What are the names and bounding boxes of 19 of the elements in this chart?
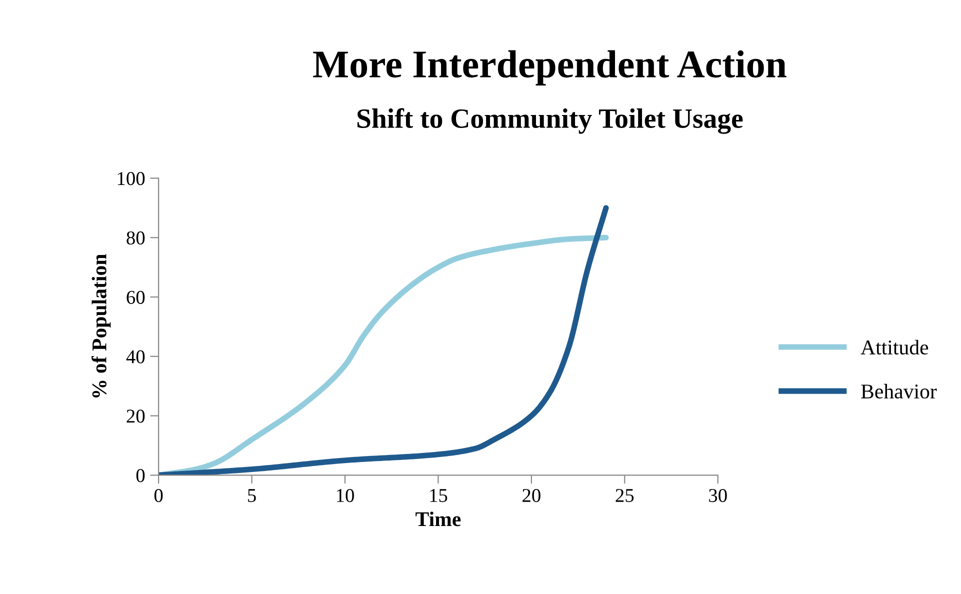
y-tick-label: 0 bbox=[136, 469, 145, 482]
x-tick-label: 20 bbox=[522, 488, 540, 502]
y-axis-title: % of Population bbox=[92, 254, 111, 398]
legend-label: Behavior bbox=[861, 384, 937, 399]
x-tick-label: 0 bbox=[154, 488, 163, 502]
chart-title: More Interdependent Action bbox=[313, 50, 786, 86]
y-tick-label: 100 bbox=[118, 172, 145, 186]
y-tick-label: 60 bbox=[126, 290, 145, 304]
y-tick-label: 80 bbox=[126, 231, 145, 245]
x-tick-label: 10 bbox=[336, 488, 354, 502]
x-tick-label: 30 bbox=[709, 488, 727, 502]
x-tick-label: 25 bbox=[616, 489, 634, 502]
x-axis-title: Time bbox=[416, 512, 461, 526]
chart-subtitle: Shift to Community Toilet Usage bbox=[357, 108, 743, 134]
x-tick-label: 15 bbox=[430, 489, 448, 502]
x-tick-label: 5 bbox=[248, 489, 256, 502]
legend-label: Attitude bbox=[860, 340, 928, 355]
y-tick-label: 40 bbox=[126, 350, 145, 364]
y-tick-label: 20 bbox=[126, 410, 145, 423]
